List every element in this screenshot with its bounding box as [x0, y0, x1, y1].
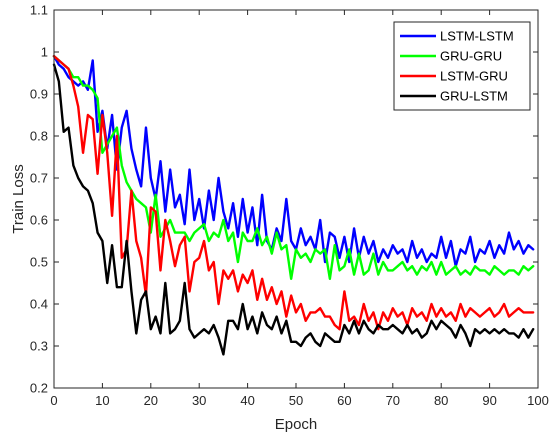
- x-tick-label: 50: [289, 393, 303, 408]
- x-tick-label: 60: [337, 393, 351, 408]
- x-tick-label: 90: [482, 393, 496, 408]
- y-tick-label: 0.8: [30, 129, 48, 144]
- y-axis: 0.2 0.3 0.4 0.5 0.6 0.7 0.8 0.9 1 1.1: [30, 3, 538, 396]
- x-tick-label: 100: [527, 393, 549, 408]
- legend-label: GRU-GRU: [440, 49, 502, 64]
- y-axis-title: Train Loss: [10, 164, 27, 233]
- legend: LSTM-LSTM GRU-GRU LSTM-GRU GRU-LSTM: [393, 21, 531, 111]
- y-tick-label: 0.6: [30, 213, 48, 228]
- series-layer: [52, 55, 535, 356]
- x-tick-label: 20: [144, 393, 158, 408]
- y-tick-label: 1.1: [30, 3, 48, 18]
- legend-label: LSTM-LSTM: [440, 29, 514, 44]
- series-line-gru-gru: [52, 55, 535, 280]
- series-line-gru-lstm: [52, 63, 535, 356]
- series-line-lstm-gru: [52, 55, 535, 331]
- y-tick-label: 0.5: [30, 255, 48, 270]
- series-line-lstm-lstm: [52, 55, 535, 268]
- y-tick-label: 0.2: [30, 381, 48, 396]
- y-tick-label: 0.4: [30, 297, 48, 312]
- legend-label: GRU-LSTM: [440, 89, 508, 104]
- x-axis: 0 10 20 30 40 50 60 70 80 90 100: [50, 10, 549, 408]
- legend-label: LSTM-GRU: [440, 69, 508, 84]
- y-tick-label: 1: [41, 45, 48, 60]
- x-tick-label: 40: [240, 393, 254, 408]
- y-tick-label: 0.9: [30, 87, 48, 102]
- x-axis-title: Epoch: [275, 416, 318, 433]
- y-tick-label: 0.7: [30, 171, 48, 186]
- y-tick-label: 0.3: [30, 339, 48, 354]
- x-tick-label: 30: [192, 393, 206, 408]
- x-tick-label: 80: [434, 393, 448, 408]
- x-tick-label: 0: [50, 393, 57, 408]
- x-tick-label: 10: [95, 393, 109, 408]
- x-tick-label: 70: [386, 393, 400, 408]
